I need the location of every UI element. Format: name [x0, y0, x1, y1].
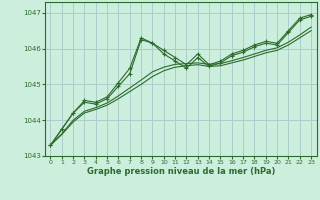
X-axis label: Graphe pression niveau de la mer (hPa): Graphe pression niveau de la mer (hPa) [87, 167, 275, 176]
